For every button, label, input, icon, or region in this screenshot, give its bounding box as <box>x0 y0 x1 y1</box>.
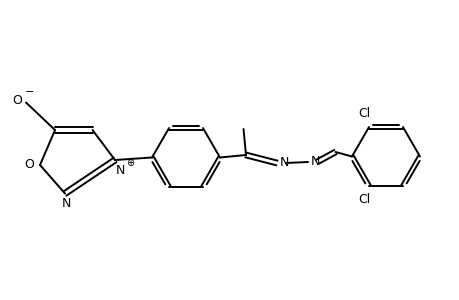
Text: N: N <box>310 154 319 167</box>
Text: N: N <box>61 197 71 210</box>
Text: N: N <box>115 164 124 176</box>
Text: O: O <box>24 158 34 170</box>
Text: ⊕: ⊕ <box>126 158 134 167</box>
Text: O: O <box>12 94 22 106</box>
Text: Cl: Cl <box>357 194 369 206</box>
Text: N: N <box>279 155 288 169</box>
Text: Cl: Cl <box>357 106 369 120</box>
Text: −: − <box>25 86 34 97</box>
